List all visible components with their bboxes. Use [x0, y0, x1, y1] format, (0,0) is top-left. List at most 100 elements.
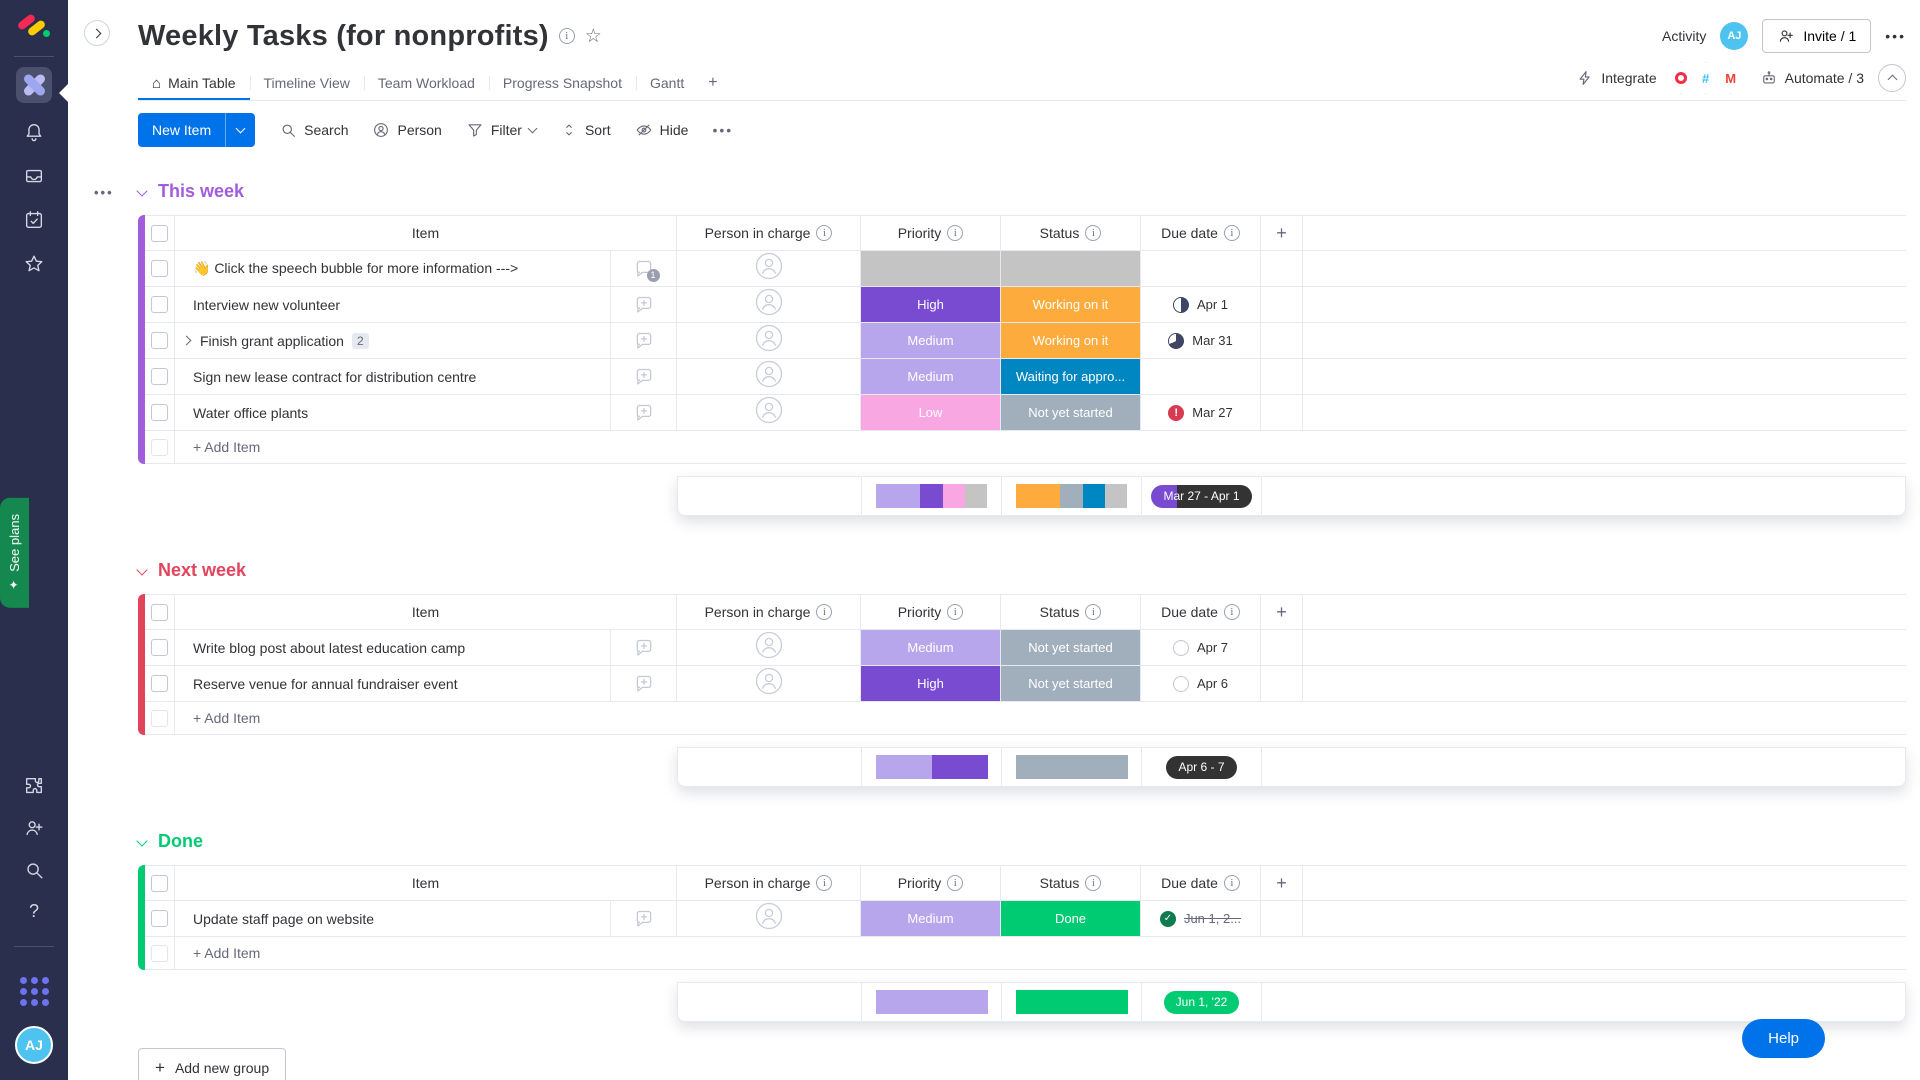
- activity-avatar[interactable]: AJ: [1720, 22, 1749, 50]
- status-cell[interactable]: Not yet started: [1001, 666, 1141, 701]
- add-new-group-button[interactable]: Add new group: [138, 1048, 287, 1080]
- search-icon[interactable]: [23, 859, 45, 881]
- row-checkbox[interactable]: [151, 332, 168, 349]
- product-switcher-grid-icon[interactable]: [19, 977, 49, 1006]
- item-chat-cell[interactable]: [611, 630, 677, 665]
- column-header-due-date[interactable]: Due date: [1141, 216, 1261, 250]
- add-update-icon[interactable]: [633, 403, 655, 423]
- item-chat-cell[interactable]: [611, 323, 677, 358]
- item-chat-cell[interactable]: [611, 666, 677, 701]
- row-checkbox[interactable]: [151, 639, 168, 656]
- item-chat-cell[interactable]: [611, 359, 677, 394]
- status-cell[interactable]: Working on it: [1001, 323, 1141, 358]
- group-title[interactable]: This week: [158, 180, 245, 201]
- add-column-button[interactable]: +: [1261, 595, 1303, 629]
- sort-button[interactable]: Sort: [560, 121, 611, 139]
- select-all-checkbox[interactable]: [145, 216, 175, 250]
- person-cell[interactable]: [677, 630, 861, 665]
- due-date-cell[interactable]: Mar 27: [1141, 395, 1261, 430]
- row-checkbox[interactable]: [151, 296, 168, 313]
- column-header-item[interactable]: Item: [175, 595, 677, 629]
- row-checkbox[interactable]: [151, 404, 168, 421]
- monday-logo-icon[interactable]: [16, 12, 52, 40]
- board-menu-icon[interactable]: [1885, 28, 1906, 44]
- column-header-item[interactable]: Item: [175, 216, 677, 250]
- priority-cell[interactable]: [861, 251, 1001, 286]
- add-item-row[interactable]: + Add Item: [145, 937, 1906, 970]
- my-work-calendar-icon[interactable]: [23, 209, 45, 231]
- due-date-cell[interactable]: [1141, 251, 1261, 286]
- add-update-icon[interactable]: [633, 674, 655, 694]
- notifications-bell-icon[interactable]: [23, 121, 45, 143]
- column-header-person[interactable]: Person in charge: [677, 866, 861, 900]
- expand-sidebar-button[interactable]: [84, 20, 110, 46]
- collapse-header-button[interactable]: [1878, 64, 1906, 92]
- due-date-cell[interactable]: Jun 1, 2...: [1141, 901, 1261, 936]
- person-cell[interactable]: [677, 287, 861, 322]
- favorites-star-icon[interactable]: [23, 253, 45, 275]
- column-header-status[interactable]: Status: [1001, 595, 1141, 629]
- tab-main-table[interactable]: ⌂ Main Table: [138, 67, 250, 100]
- due-date-cell[interactable]: Apr 1: [1141, 287, 1261, 322]
- person-cell[interactable]: [677, 901, 861, 936]
- tab-timeline-view[interactable]: Timeline View: [249, 67, 364, 99]
- priority-cell[interactable]: High: [861, 287, 1001, 322]
- item-chat-cell[interactable]: [611, 395, 677, 430]
- favorite-star-icon[interactable]: ☆: [584, 25, 602, 47]
- hide-button[interactable]: Hide: [635, 121, 688, 139]
- add-column-button[interactable]: +: [1261, 866, 1303, 900]
- priority-cell[interactable]: Low: [861, 395, 1001, 430]
- help-question-icon[interactable]: ?: [28, 901, 39, 921]
- add-item-button[interactable]: + Add Item: [193, 710, 261, 726]
- invite-members-icon[interactable]: [23, 817, 45, 839]
- select-all-checkbox[interactable]: [145, 866, 175, 900]
- tab-team-workload[interactable]: Team Workload: [363, 67, 489, 99]
- person-cell[interactable]: [677, 323, 861, 358]
- invite-button[interactable]: Invite / 1: [1762, 19, 1872, 53]
- item-name-cell[interactable]: Sign new lease contract for distribution…: [175, 359, 611, 394]
- help-button[interactable]: Help: [1742, 1019, 1825, 1058]
- new-item-button[interactable]: New Item: [138, 113, 256, 147]
- item-name-cell[interactable]: Write blog post about latest education c…: [175, 630, 611, 665]
- expand-subitems-icon[interactable]: [181, 335, 192, 346]
- item-chat-cell[interactable]: 1: [611, 251, 677, 286]
- column-header-priority[interactable]: Priority: [861, 216, 1001, 250]
- item-name-cell[interactable]: Reserve venue for annual fundraiser even…: [175, 666, 611, 701]
- column-header-person[interactable]: Person in charge: [677, 595, 861, 629]
- status-cell[interactable]: Waiting for appro...: [1001, 359, 1141, 394]
- add-item-row[interactable]: + Add Item: [145, 702, 1906, 735]
- column-header-status[interactable]: Status: [1001, 216, 1141, 250]
- user-avatar[interactable]: AJ: [15, 1026, 53, 1064]
- item-name-cell[interactable]: Update staff page on website: [175, 901, 611, 936]
- due-date-cell[interactable]: Apr 7: [1141, 630, 1261, 665]
- person-cell[interactable]: [677, 395, 861, 430]
- column-header-item[interactable]: Item: [175, 866, 677, 900]
- filter-button[interactable]: Filter: [466, 121, 538, 139]
- add-item-button[interactable]: + Add Item: [193, 439, 261, 455]
- add-column-button[interactable]: +: [1261, 216, 1303, 250]
- priority-cell[interactable]: Medium: [861, 901, 1001, 936]
- status-cell[interactable]: Not yet started: [1001, 630, 1141, 665]
- due-date-cell[interactable]: Apr 6: [1141, 666, 1261, 701]
- status-cell[interactable]: Working on it: [1001, 287, 1141, 322]
- select-all-checkbox[interactable]: [145, 595, 175, 629]
- person-filter-button[interactable]: Person: [372, 121, 442, 139]
- inbox-icon[interactable]: [23, 165, 45, 187]
- group-title[interactable]: Done: [158, 830, 203, 851]
- see-plans-button[interactable]: ✦ See plans: [0, 498, 29, 608]
- new-item-dropdown[interactable]: [225, 113, 255, 147]
- group-collapse-icon[interactable]: [136, 185, 148, 197]
- column-header-priority[interactable]: Priority: [861, 595, 1001, 629]
- add-update-icon[interactable]: [633, 909, 655, 929]
- group-collapse-icon[interactable]: [136, 835, 148, 847]
- add-update-icon[interactable]: [633, 331, 655, 351]
- due-date-cell[interactable]: Mar 31: [1141, 323, 1261, 358]
- column-header-priority[interactable]: Priority: [861, 866, 1001, 900]
- priority-cell[interactable]: High: [861, 666, 1001, 701]
- group-title[interactable]: Next week: [158, 559, 247, 580]
- integrate-button[interactable]: Integrate: [1576, 69, 1657, 87]
- add-item-row[interactable]: + Add Item: [145, 431, 1906, 464]
- row-checkbox[interactable]: [151, 260, 168, 277]
- priority-cell[interactable]: Medium: [861, 323, 1001, 358]
- row-checkbox[interactable]: [151, 910, 168, 927]
